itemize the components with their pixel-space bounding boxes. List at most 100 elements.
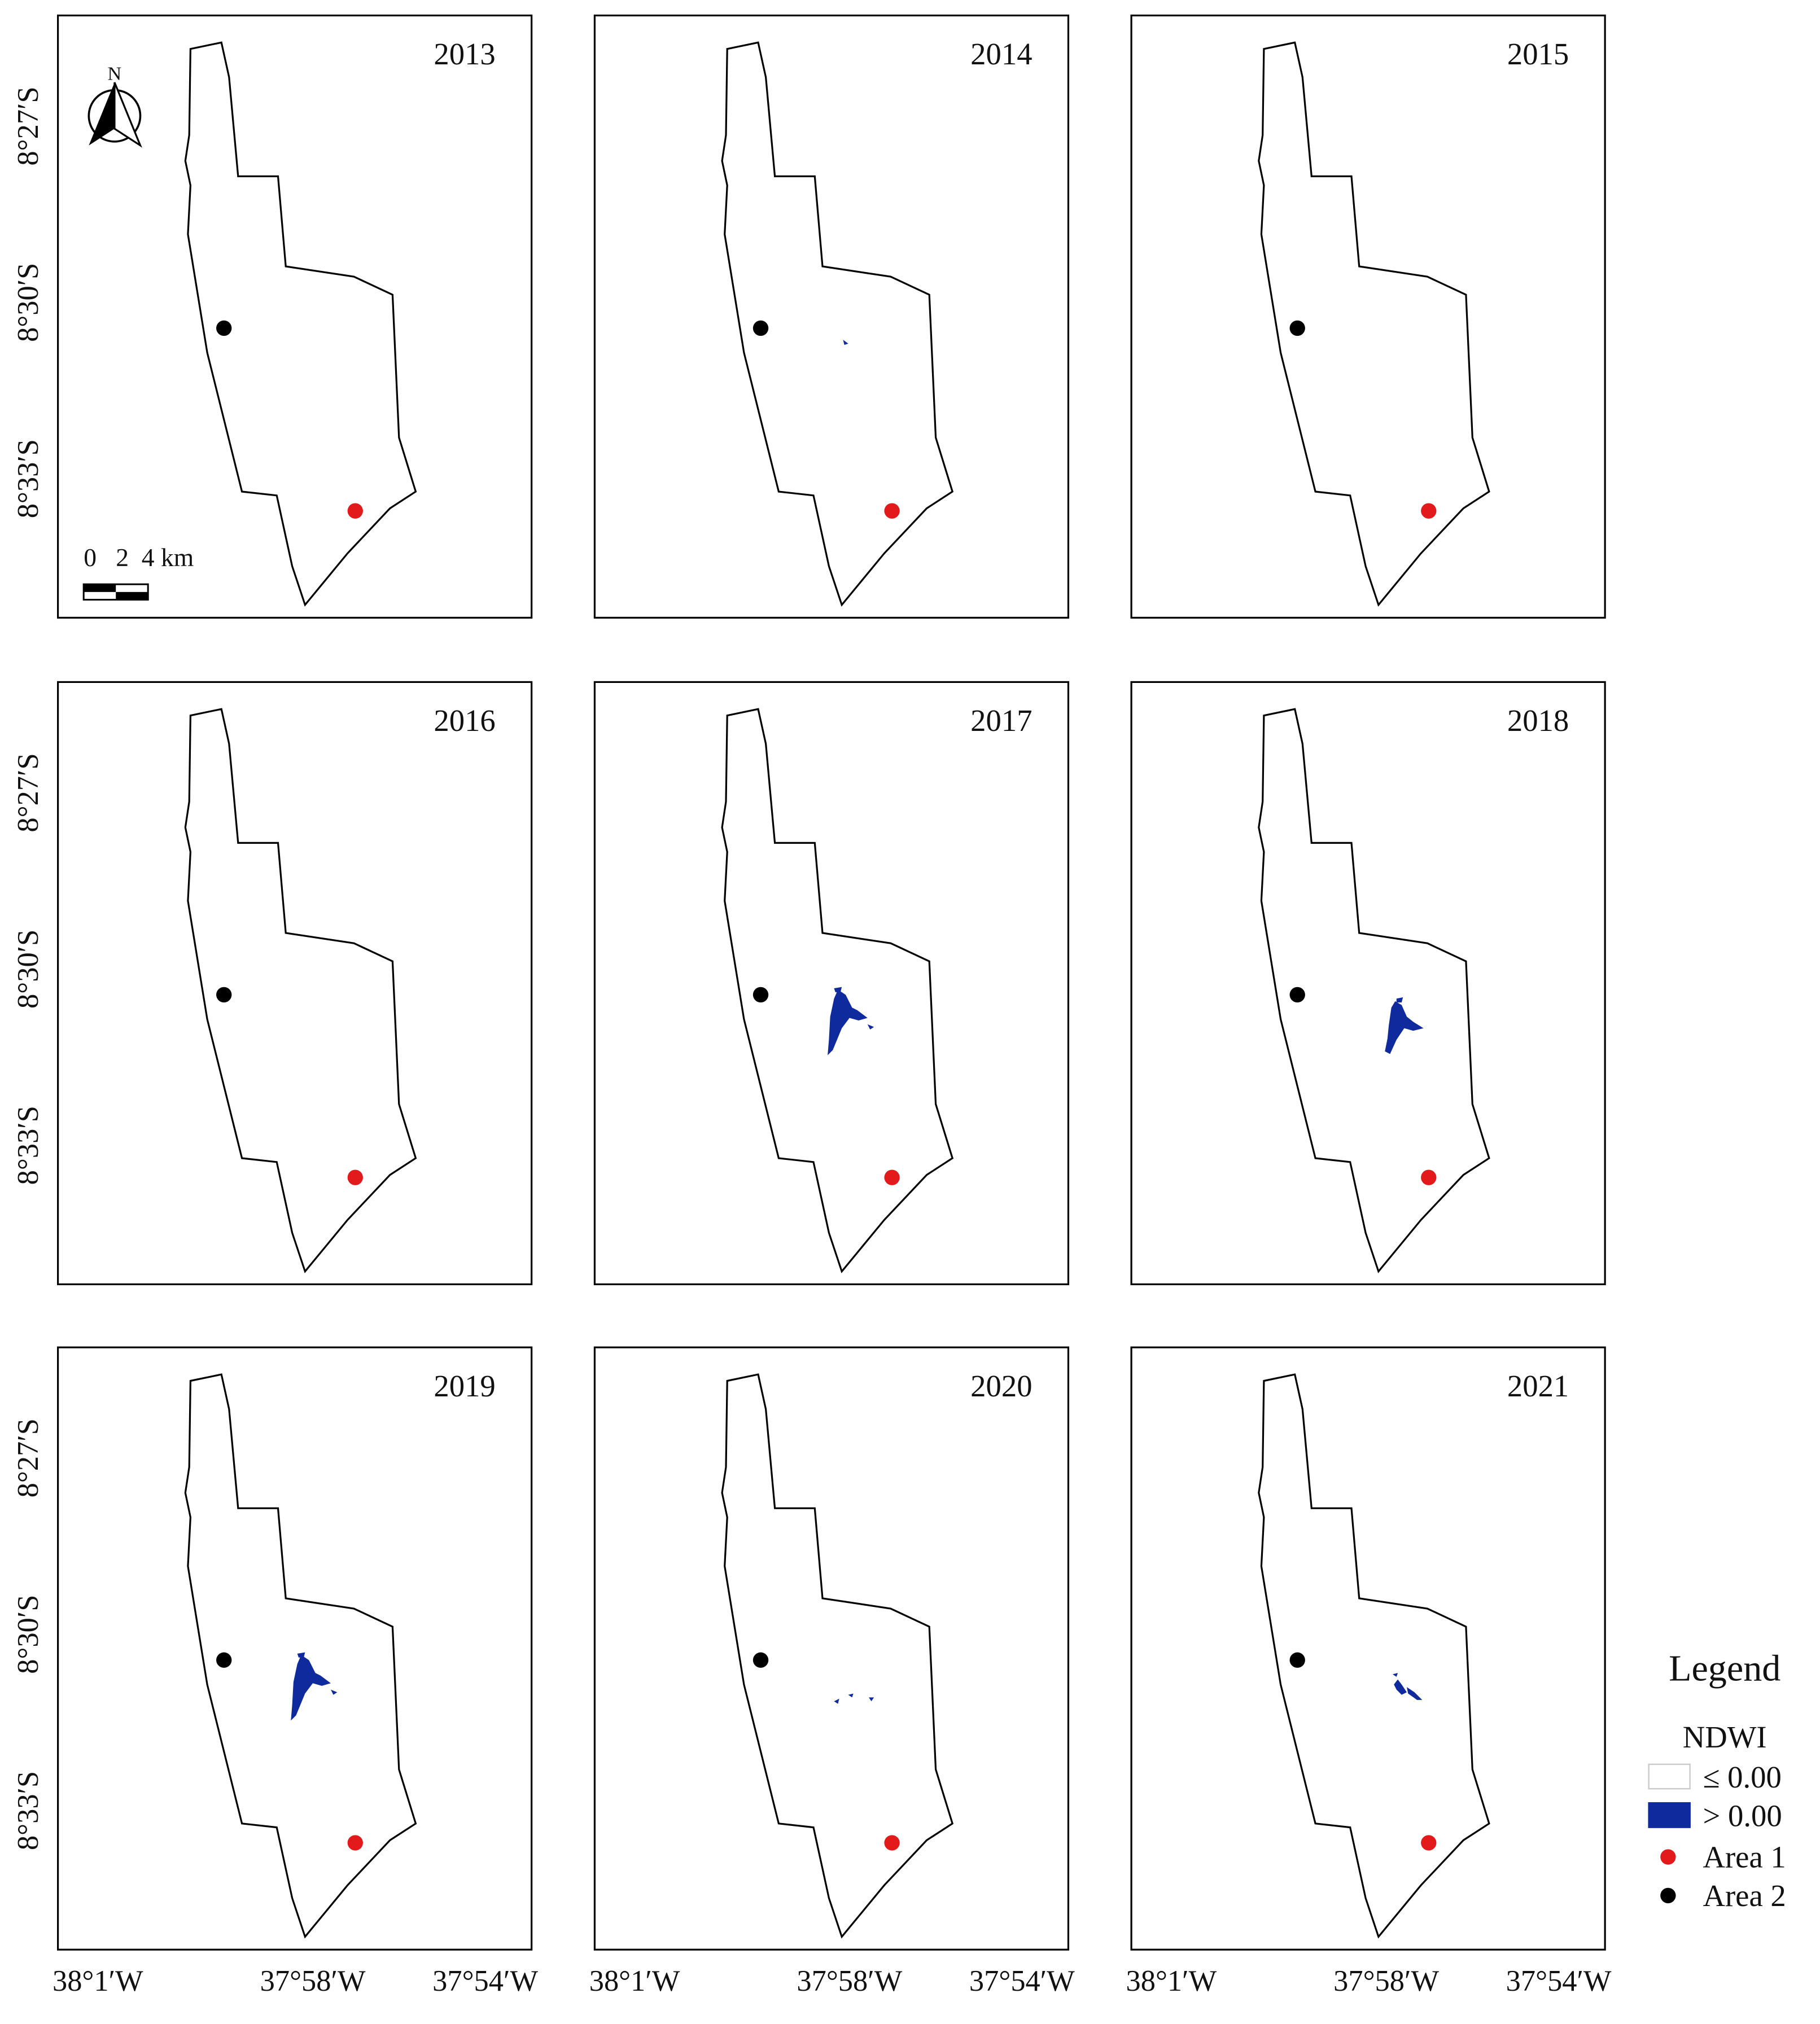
map-panel-2014: 2014 [593,14,1070,619]
study-area-boundary [1258,1373,1490,1939]
water-fragment [867,1024,874,1029]
water-patches [828,987,874,1055]
water-fragment [843,339,848,345]
x-tick-label: 37°58′W [1333,1965,1439,1997]
panel-year-label: 2021 [1507,1369,1569,1403]
water-fragment [834,1698,839,1704]
map-panel-2013: 2013 N 0 2 4 km [56,14,533,619]
y-tick-label: 8°33′S [12,439,45,518]
study-area-boundary [721,1373,954,1939]
y-tick-label: 8°27′S [12,86,45,165]
area-2-point [753,987,769,1003]
legend-swatch [1648,1802,1691,1828]
area-2-point [1289,1652,1305,1668]
area-1-point [347,1169,363,1185]
water-fragment [848,1693,854,1698]
legend-item-label: > 0.00 [1703,1799,1782,1833]
y-tick-label: 8°33′S [12,1771,45,1850]
water-fragment [869,1697,874,1702]
water-body [291,1655,331,1721]
axis-labels: 8°27′S 8°30′S 8°33′S 8°27′S 8°30′S 8°33′S 8°27… [12,86,1612,1997]
north-label: N [108,63,122,84]
area-2-point [1289,320,1305,336]
area-2-point [753,1652,769,1668]
x-tick-label: 38°1′W [53,1965,143,1997]
y-tick-label: 8°30′S [12,930,45,1009]
study-area-boundary [184,41,417,607]
map-panel-2017: 2017 [593,681,1070,1286]
scale-bar-label: 0 [84,543,97,572]
water-body [1385,1001,1424,1054]
study-area-boundary [184,708,417,1273]
legend-swatch [1648,1763,1691,1790]
water-fragment [1407,1687,1423,1700]
water-patches [1385,997,1424,1054]
x-tick-label: 37°54′W [1506,1965,1612,1997]
panel-year-label: 2018 [1507,703,1569,738]
x-tick-label: 38°1′W [1126,1965,1217,1997]
map-panel-2019: 2019 [56,1346,533,1951]
map-panel-2020: 2020 [593,1346,1070,1951]
legend-item-label: ≤ 0.00 [1703,1760,1781,1794]
x-tick-label: 37°58′W [260,1965,366,1997]
area-2-point [1289,987,1305,1003]
water-fragment [834,987,842,992]
panel-year-label: 2016 [434,703,495,738]
water-fragment [330,1689,338,1695]
x-tick-label: 38°1′W [589,1965,680,1997]
water-fragment [1396,997,1403,1003]
area-2-point [216,320,232,336]
legend-item-label: Area 1 [1703,1840,1786,1874]
y-tick-label: 8°30′S [12,263,45,342]
water-patches [291,1652,338,1721]
panel-year-label: 2014 [970,37,1032,71]
water-patches [1392,1673,1423,1700]
map-panels: 2013 N 0 2 4 km 2014 2015 2016 2017 2018 2019 2020 2… [56,14,1606,1951]
water-patches [843,339,848,345]
water-body [1394,1679,1407,1695]
area-2-point [753,320,769,336]
water-patches [834,1693,874,1704]
legend-group-title: NDWI [1683,1720,1767,1754]
map-panel-2015: 2015 [1130,14,1606,619]
area-1-point [884,1169,900,1185]
area-1-point [1421,1169,1437,1185]
study-area-boundary [721,41,954,607]
area-1-point [347,1835,363,1851]
x-tick-label: 37°54′W [969,1965,1075,1997]
scale-bar-label: 2 [116,543,129,572]
water-fragment [297,1652,305,1658]
y-tick-label: 8°33′S [12,1106,45,1185]
area-2-point [216,1652,232,1668]
panel-year-label: 2019 [434,1369,495,1403]
study-area-boundary [1258,41,1490,607]
x-tick-label: 37°54′W [432,1965,538,1997]
legend-title: Legend [1669,1648,1780,1689]
legend-point-symbol [1660,1887,1676,1904]
y-tick-label: 8°30′S [12,1594,45,1673]
legend-point-symbol [1660,1849,1676,1865]
panel-year-label: 2017 [970,703,1032,738]
area-2-point [216,987,232,1003]
x-tick-label: 37°58′W [797,1965,902,1997]
panel-year-label: 2013 [434,37,495,71]
water-fragment [1392,1673,1398,1677]
area-1-point [1421,1835,1437,1851]
north-arrow-icon: N [88,63,142,148]
legend-item-label: Area 2 [1703,1878,1786,1913]
map-panel-2018: 2018 [1130,681,1606,1286]
study-area-boundary [1258,708,1490,1273]
area-1-point [1421,503,1437,519]
map-panel-2021: 2021 [1130,1346,1606,1951]
area-1-point [347,503,363,519]
panel-year-label: 2020 [970,1369,1032,1403]
y-tick-label: 8°27′S [12,1418,45,1497]
area-1-point [884,1835,900,1851]
panel-year-label: 2015 [1507,37,1569,71]
y-tick-label: 8°27′S [12,753,45,832]
area-1-point [884,503,900,519]
legend: Legend NDWI ≤ 0.00 > 0.00 Area 1 Area 2 [1648,1648,1786,1913]
scale-bar-label: 4 km [142,543,194,572]
